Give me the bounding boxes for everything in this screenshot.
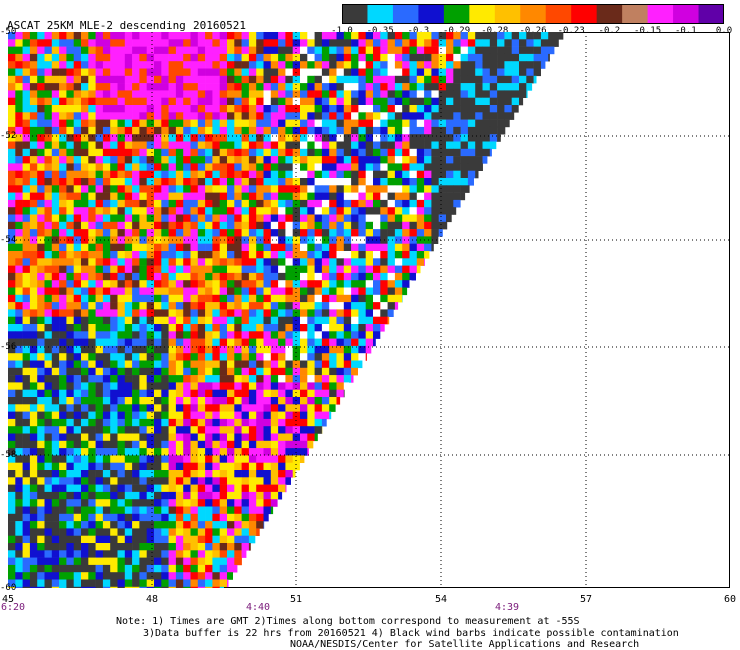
map-date: 20160521	[193, 19, 246, 32]
map-title: ASCAT 25KM MLE-2 descending	[7, 19, 186, 32]
colorbar-swatch	[571, 4, 598, 24]
latitude-label: -54	[0, 235, 17, 245]
time-label: 4:40	[245, 602, 271, 613]
colorbar-swatch	[698, 4, 724, 24]
longitude-label: 48	[145, 594, 159, 605]
swath-cells	[8, 32, 564, 588]
colorbar-tick-label: -0.15	[634, 26, 662, 36]
colorbar-swatch	[469, 4, 496, 24]
longitude-label: 57	[579, 594, 593, 605]
colorbar-swatch	[342, 4, 368, 24]
colorbar-swatch	[392, 4, 419, 24]
colorbar-tick-label: -0.23	[557, 26, 585, 36]
colorbar-tick-label: -0.29	[443, 26, 471, 36]
note-line-2: 3)Data buffer is 22 hrs from 20160521 4)…	[143, 628, 679, 639]
colorbar-swatch	[494, 4, 521, 24]
colorbar-tick-label: -0.28	[481, 26, 509, 36]
longitude-label: 45	[1, 594, 15, 605]
swath-plot	[8, 32, 730, 588]
time-label: 6:20	[0, 602, 26, 613]
colorbar-tick-label: -0.35	[366, 26, 394, 36]
colorbar-swatch	[647, 4, 674, 24]
note-line-1: Note: 1) Times are GMT 2)Times along bot…	[116, 616, 580, 627]
colorbar-swatch	[673, 4, 700, 24]
colorbar-tick-label: -0.1	[674, 26, 697, 36]
longitude-label: 51	[289, 594, 303, 605]
colorbar-tick-label: -1.0	[331, 26, 353, 36]
latitude-label: -52	[0, 131, 17, 141]
longitude-label: 54	[434, 594, 448, 605]
colorbar-swatch	[443, 4, 470, 24]
colorbar-swatch	[367, 4, 394, 24]
colorbar-swatch	[545, 4, 572, 24]
latitude-label: -56	[0, 342, 17, 352]
latitude-label: -50	[0, 27, 17, 37]
time-label: 4:39	[494, 602, 520, 613]
colorbar-swatch	[418, 4, 445, 24]
colorbar-tick-label: -0.3	[407, 26, 430, 36]
colorbar-swatch	[622, 4, 649, 24]
latitude-label: -58	[0, 450, 17, 460]
colorbar	[342, 4, 724, 24]
colorbar-tick-label: -0.2	[598, 26, 621, 36]
colorbar-tick-label: -0.26	[519, 26, 547, 36]
colorbar-swatch	[520, 4, 547, 24]
latitude-label: -60	[0, 583, 17, 593]
colorbar-tick-label: 0.0	[715, 26, 733, 36]
colorbar-swatch	[596, 4, 623, 24]
longitude-label: 60	[723, 594, 737, 605]
note-line-3: NOAA/NESDIS/Center for Satellite Applica…	[290, 639, 640, 650]
